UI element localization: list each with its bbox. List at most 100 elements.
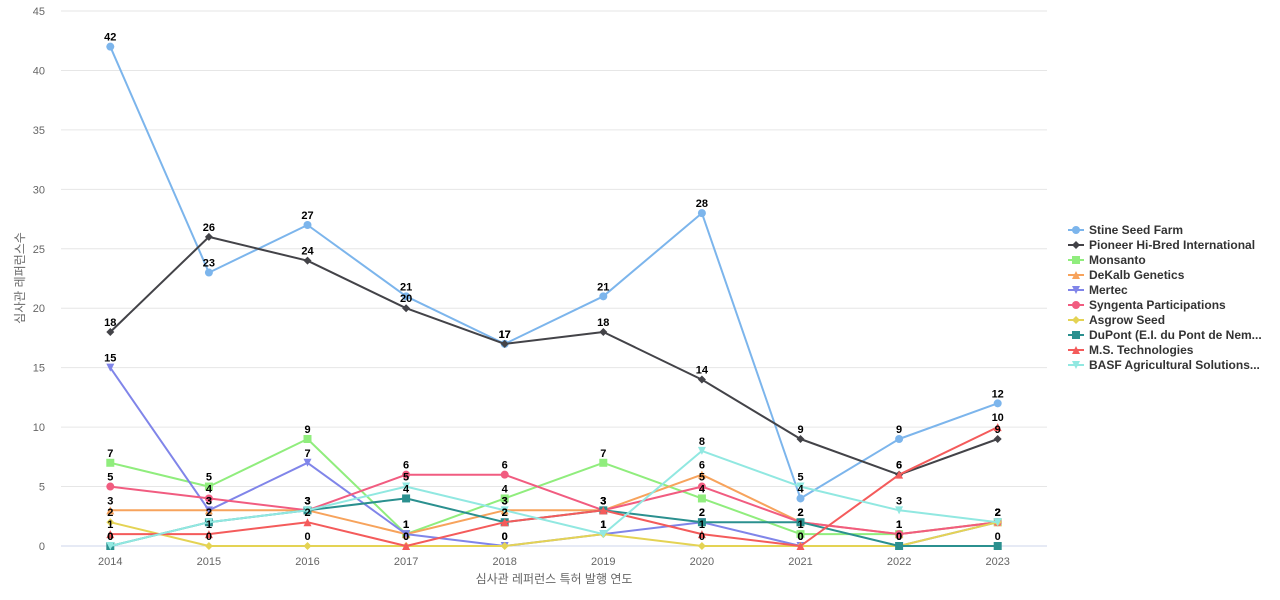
legend-item: DuPont (E.I. du Pont de Nem... — [1068, 328, 1262, 342]
data-label: 6 — [502, 460, 508, 472]
data-label: 9 — [896, 424, 902, 436]
data-point — [697, 542, 706, 550]
data-point — [993, 435, 1002, 443]
data-label: 5 — [797, 472, 803, 484]
series-line — [109, 235, 999, 476]
series-group — [106, 42, 1002, 550]
data-point — [993, 423, 1002, 432]
data-label: 0 — [896, 531, 902, 543]
x-axis-ticks: 2014 2015 2016 2017 2018 2019 2020 2021 2022 2023 — [98, 556, 1010, 568]
legend-item: Monsanto — [1068, 253, 1146, 267]
data-label: 14 — [696, 365, 709, 377]
legend-marker — [1072, 331, 1080, 339]
series-stine-seed-farm — [106, 42, 1002, 503]
legend-marker — [1072, 286, 1080, 294]
legend-item: M.S. Technologies — [1068, 343, 1194, 357]
data-label: 15 — [104, 353, 116, 365]
data-point — [106, 363, 115, 372]
data-label: 6 — [896, 460, 902, 472]
data-point — [500, 470, 509, 479]
data-label: 1 — [403, 519, 409, 531]
data-point — [106, 42, 115, 51]
x-tick-label: 2017 — [394, 556, 418, 568]
data-point — [697, 209, 706, 218]
data-label: 2 — [206, 507, 212, 519]
data-point — [204, 494, 213, 503]
data-label: 1 — [896, 519, 902, 531]
data-label: 0 — [304, 531, 310, 543]
data-label: 0 — [699, 531, 705, 543]
data-label: 3 — [502, 495, 508, 507]
data-point — [204, 518, 213, 527]
series-line — [110, 473, 998, 536]
data-point — [796, 482, 805, 491]
data-label: 4 — [403, 483, 410, 495]
data-label: 5 — [403, 472, 409, 484]
series-line — [109, 367, 998, 547]
legend-marker — [1072, 301, 1080, 309]
data-label: 4 — [206, 483, 213, 495]
series-line — [110, 449, 998, 547]
x-tick-label: 2018 — [492, 556, 516, 568]
data-label: 1 — [600, 519, 606, 531]
y-tick-label: 30 — [33, 184, 45, 196]
data-label: 20 — [400, 293, 412, 305]
data-point — [895, 530, 904, 539]
legend-marker — [1072, 346, 1080, 354]
data-label: 1 — [797, 519, 803, 531]
x-tick-label: 2020 — [690, 556, 714, 568]
data-label: 2 — [502, 507, 508, 519]
data-label: 3 — [206, 495, 212, 507]
legend-marker — [1072, 316, 1080, 324]
series-line — [110, 521, 998, 547]
x-tick-label: 2023 — [985, 556, 1009, 568]
data-label: 21 — [597, 281, 609, 293]
data-point — [993, 518, 1002, 527]
data-label: 9 — [995, 424, 1001, 436]
data-point — [796, 494, 805, 503]
data-label: 27 — [301, 210, 313, 222]
data-label: 3 — [600, 495, 606, 507]
x-axis-title: 심사관 레퍼런스 특허 발행 연도 — [476, 571, 633, 586]
data-point — [697, 446, 706, 455]
data-point — [204, 268, 213, 277]
data-label: 7 — [107, 448, 113, 460]
y-tick-label: 45 — [33, 6, 45, 18]
y-tick-label: 25 — [33, 244, 45, 256]
data-label: 2 — [797, 507, 803, 519]
series-m-s-technologies — [106, 423, 1002, 550]
legend-label: Syngenta Participations — [1089, 298, 1226, 312]
data-label: 4 — [797, 483, 804, 495]
data-point — [500, 339, 509, 348]
legend-item: BASF Agricultural Solutions... — [1068, 358, 1260, 372]
data-point — [796, 530, 805, 539]
data-label: 26 — [203, 222, 215, 234]
data-label: 21 — [400, 281, 412, 293]
y-tick-label: 40 — [33, 65, 45, 77]
data-label: 5 — [206, 472, 212, 484]
legend-label: Asgrow Seed — [1089, 313, 1165, 327]
x-tick-label: 2016 — [295, 556, 319, 568]
data-label: 7 — [304, 448, 310, 460]
legend-item: DeKalb Genetics — [1068, 268, 1185, 282]
data-label: 3 — [304, 495, 310, 507]
y-tick-label: 15 — [33, 363, 45, 375]
data-label: 2 — [304, 507, 310, 519]
legend-item: Pioneer Hi-Bred International — [1068, 238, 1255, 252]
data-point — [697, 375, 706, 384]
data-label: 12 — [992, 388, 1004, 400]
data-point — [303, 506, 312, 515]
data-point — [599, 458, 608, 467]
legend-label: Monsanto — [1089, 253, 1146, 267]
data-label: 6 — [403, 460, 409, 472]
data-label: 1 — [600, 519, 606, 531]
data-point — [599, 328, 608, 336]
data-point — [895, 470, 904, 479]
data-label: 0 — [403, 531, 409, 543]
data-point — [697, 494, 706, 503]
data-point — [402, 530, 411, 539]
legend-marker — [1072, 241, 1080, 249]
data-label: 4 — [502, 483, 509, 495]
legend-label: Stine Seed Farm — [1089, 223, 1183, 237]
